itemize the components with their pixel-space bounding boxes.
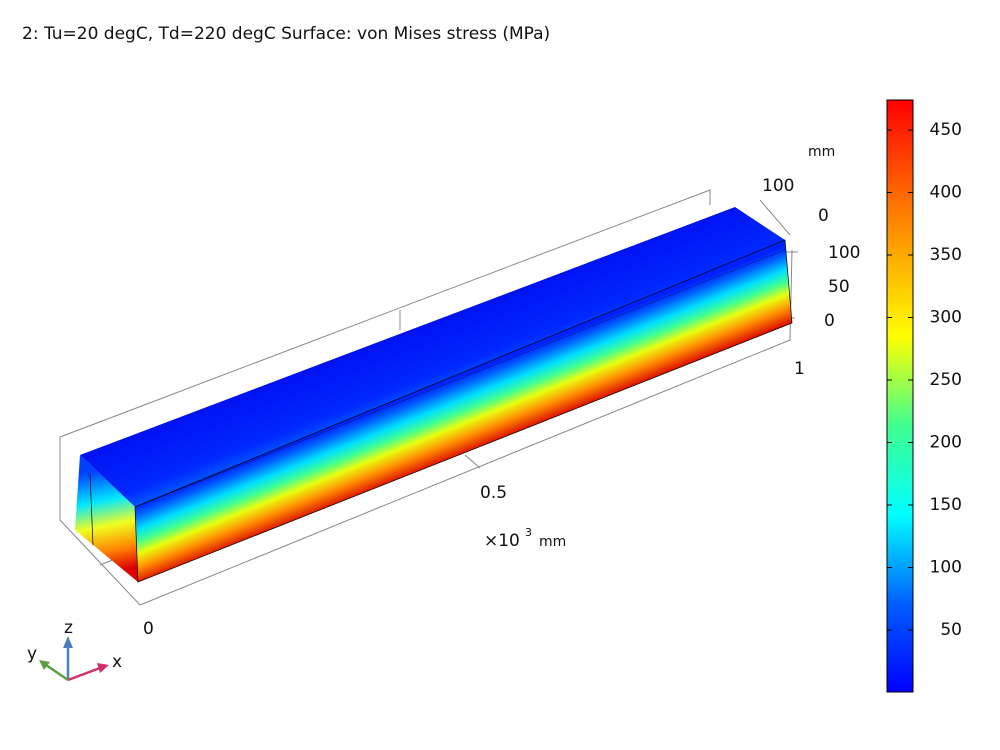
colorbar-tick-label: 300 — [930, 308, 962, 328]
axis-triad: z y x — [27, 618, 122, 682]
colorbar-tick-label: 150 — [930, 495, 962, 515]
colorbar-tick-label: 250 — [930, 370, 962, 390]
y-tick-label: 100 — [762, 176, 794, 196]
z-tick-label: 50 — [828, 277, 850, 297]
colorbar-ticks: 450 400 350 300 250 200 150 100 50 — [887, 120, 962, 640]
colorbar-tick-label: 450 — [930, 120, 962, 140]
beam-front-face — [134, 239, 793, 583]
colorbar-tick-label: 200 — [930, 433, 962, 453]
triad-x-label: x — [112, 652, 122, 672]
colorbar-tick-label: 400 — [930, 183, 962, 203]
colorbar-tick-label: 100 — [930, 558, 962, 578]
colorbar-tick-label: 50 — [940, 620, 962, 640]
x-tick-label: 1 — [794, 359, 805, 379]
colorbar-tick-label: 350 — [930, 245, 962, 265]
triad-y-label: y — [27, 644, 37, 664]
x-tick-label: 0 — [143, 619, 154, 639]
y-axis-unit: mm — [808, 144, 835, 160]
y-tick-label: 0 — [818, 206, 829, 226]
x-axis-multiplier: ×10 — [484, 531, 520, 551]
beam-top-face — [80, 207, 785, 507]
z-tick-label: 0 — [824, 311, 835, 331]
triad-z-label: z — [64, 618, 73, 638]
x-axis-exponent: 3 — [525, 526, 532, 539]
plot-title: 2: Tu=20 degC, Td=220 degC Surface: von … — [22, 24, 550, 44]
colorbar — [886, 99, 914, 693]
beam — [75, 207, 793, 583]
z-tick-label: 100 — [828, 243, 860, 263]
x-tick-label: 0.5 — [480, 483, 507, 503]
x-axis-unit: mm — [539, 534, 566, 550]
